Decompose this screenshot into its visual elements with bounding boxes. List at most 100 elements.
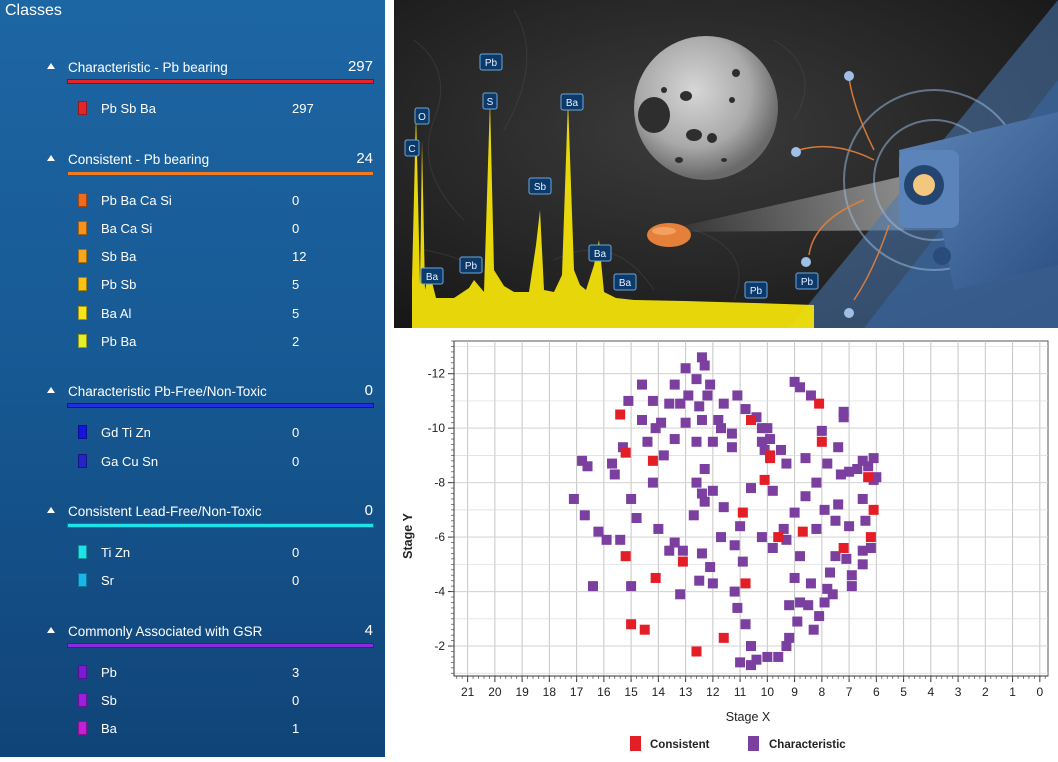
- data-point-characteristic[interactable]: [805, 390, 816, 401]
- data-point-consistent[interactable]: [620, 447, 631, 458]
- data-point-characteristic[interactable]: [699, 496, 710, 507]
- data-point-characteristic[interactable]: [808, 624, 819, 635]
- data-point-characteristic[interactable]: [857, 545, 868, 556]
- data-point-consistent[interactable]: [647, 455, 658, 466]
- data-point-characteristic[interactable]: [726, 442, 737, 453]
- data-point-characteristic[interactable]: [852, 464, 863, 475]
- data-point-characteristic[interactable]: [762, 423, 773, 434]
- class-item[interactable]: Ti Zn 0: [0, 541, 385, 563]
- group-header-commonly-associated[interactable]: Commonly Associated with GSR 4: [0, 621, 385, 643]
- class-item[interactable]: Ba Al 5: [0, 302, 385, 324]
- data-point-characteristic[interactable]: [680, 363, 691, 374]
- data-point-characteristic[interactable]: [740, 619, 751, 630]
- color-swatch-icon[interactable]: [78, 693, 87, 707]
- data-point-characteristic[interactable]: [699, 464, 710, 475]
- data-point-characteristic[interactable]: [582, 461, 593, 472]
- data-point-characteristic[interactable]: [637, 414, 648, 425]
- data-point-characteristic[interactable]: [825, 567, 836, 578]
- data-point-consistent[interactable]: [677, 556, 688, 567]
- class-item[interactable]: Pb Sb 5: [0, 273, 385, 295]
- data-point-consistent[interactable]: [863, 472, 874, 483]
- data-point-characteristic[interactable]: [579, 510, 590, 521]
- color-swatch-icon[interactable]: [78, 193, 87, 207]
- color-swatch-icon[interactable]: [78, 721, 87, 735]
- data-point-consistent[interactable]: [765, 453, 776, 464]
- data-point-characteristic[interactable]: [577, 455, 588, 466]
- data-point-characteristic[interactable]: [696, 352, 707, 363]
- data-point-consistent[interactable]: [737, 507, 748, 518]
- data-point-characteristic[interactable]: [609, 469, 620, 480]
- data-point-characteristic[interactable]: [669, 537, 680, 548]
- group-header-consistent-pb-bearing[interactable]: Consistent - Pb bearing 24: [0, 149, 385, 171]
- data-point-characteristic[interactable]: [816, 425, 827, 436]
- data-point-characteristic[interactable]: [617, 442, 628, 453]
- data-point-characteristic[interactable]: [601, 534, 612, 545]
- data-point-characteristic[interactable]: [707, 485, 718, 496]
- data-point-characteristic[interactable]: [857, 559, 868, 570]
- class-item[interactable]: Pb 3: [0, 661, 385, 683]
- data-point-characteristic[interactable]: [626, 581, 637, 592]
- data-point-characteristic[interactable]: [746, 641, 756, 652]
- color-swatch-icon[interactable]: [78, 101, 87, 115]
- data-point-characteristic[interactable]: [746, 660, 756, 671]
- data-point-characteristic[interactable]: [751, 412, 762, 423]
- data-point-characteristic[interactable]: [811, 523, 822, 534]
- data-point-characteristic[interactable]: [653, 523, 664, 534]
- data-point-characteristic[interactable]: [669, 434, 680, 445]
- data-point-characteristic[interactable]: [650, 423, 661, 434]
- data-point-characteristic[interactable]: [713, 414, 724, 425]
- class-item[interactable]: Pb Sb Ba 297: [0, 97, 385, 119]
- color-swatch-icon[interactable]: [78, 573, 87, 587]
- data-point-consistent[interactable]: [615, 409, 626, 420]
- color-swatch-icon[interactable]: [78, 334, 87, 348]
- data-point-characteristic[interactable]: [737, 556, 748, 567]
- data-point-characteristic[interactable]: [865, 542, 876, 553]
- data-point-characteristic[interactable]: [756, 532, 767, 543]
- data-point-characteristic[interactable]: [789, 572, 800, 583]
- data-point-consistent[interactable]: [759, 474, 770, 485]
- data-point-consistent[interactable]: [773, 532, 784, 543]
- data-point-characteristic[interactable]: [784, 632, 795, 643]
- data-point-characteristic[interactable]: [803, 600, 814, 611]
- data-point-characteristic[interactable]: [705, 379, 716, 390]
- data-point-characteristic[interactable]: [846, 581, 857, 592]
- data-point-consistent[interactable]: [797, 526, 808, 537]
- data-point-characteristic[interactable]: [647, 395, 658, 406]
- data-point-consistent[interactable]: [740, 578, 751, 589]
- color-swatch-icon[interactable]: [78, 545, 87, 559]
- data-point-characteristic[interactable]: [726, 428, 737, 439]
- data-point-consistent[interactable]: [620, 551, 631, 562]
- data-point-characteristic[interactable]: [735, 521, 746, 532]
- data-point-characteristic[interactable]: [669, 379, 680, 390]
- data-point-characteristic[interactable]: [631, 513, 642, 524]
- data-point-characteristic[interactable]: [795, 597, 806, 608]
- collapse-triangle-icon[interactable]: [47, 63, 55, 69]
- data-point-characteristic[interactable]: [868, 474, 879, 485]
- data-point-characteristic[interactable]: [781, 641, 792, 652]
- data-point-characteristic[interactable]: [844, 521, 855, 532]
- data-point-characteristic[interactable]: [707, 436, 718, 447]
- data-point-characteristic[interactable]: [819, 597, 830, 608]
- data-point-characteristic[interactable]: [696, 548, 707, 559]
- data-point-characteristic[interactable]: [765, 434, 776, 445]
- data-point-characteristic[interactable]: [680, 417, 691, 428]
- color-swatch-icon[interactable]: [78, 454, 87, 468]
- data-point-characteristic[interactable]: [838, 412, 849, 423]
- data-point-characteristic[interactable]: [781, 458, 792, 469]
- data-point-characteristic[interactable]: [691, 477, 702, 488]
- data-point-characteristic[interactable]: [789, 507, 800, 518]
- class-item[interactable]: Ga Cu Sn 0: [0, 450, 385, 472]
- data-point-consistent[interactable]: [838, 542, 849, 553]
- data-point-characteristic[interactable]: [830, 551, 841, 562]
- data-point-characteristic[interactable]: [716, 532, 727, 543]
- data-point-characteristic[interactable]: [838, 406, 849, 417]
- data-point-characteristic[interactable]: [623, 395, 634, 406]
- class-item[interactable]: Sr 0: [0, 569, 385, 591]
- data-point-characteristic[interactable]: [707, 578, 718, 589]
- data-point-characteristic[interactable]: [800, 491, 811, 502]
- data-point-characteristic[interactable]: [664, 398, 675, 409]
- data-point-characteristic[interactable]: [833, 499, 844, 510]
- data-point-characteristic[interactable]: [568, 493, 579, 504]
- data-point-consistent[interactable]: [816, 436, 827, 447]
- data-point-consistent[interactable]: [746, 414, 756, 425]
